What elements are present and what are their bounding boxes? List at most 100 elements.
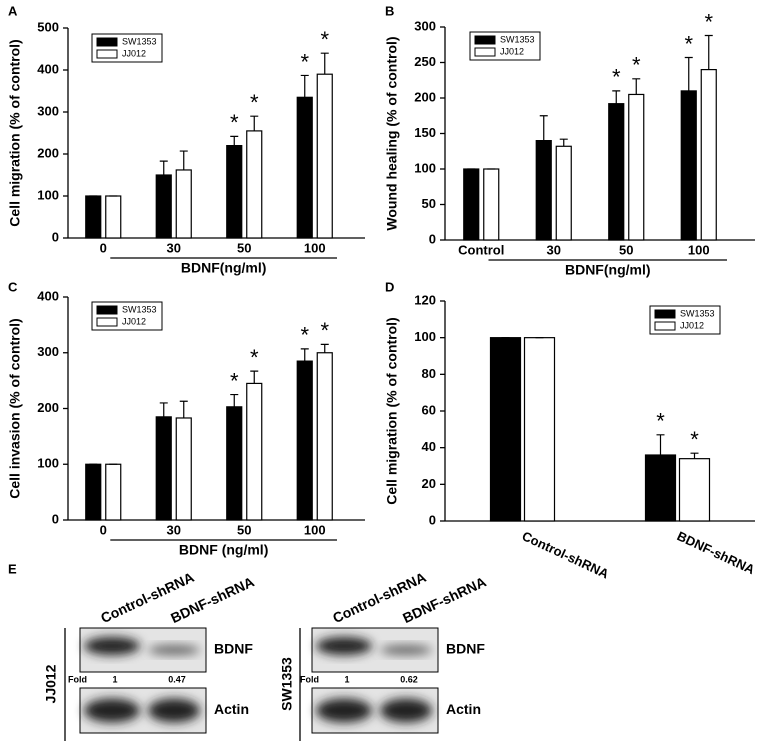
bar bbox=[85, 195, 102, 239]
y-tick-label: 100 bbox=[414, 329, 436, 344]
bar bbox=[535, 140, 552, 241]
y-tick-label: 200 bbox=[414, 89, 436, 104]
bar bbox=[644, 454, 677, 522]
bar bbox=[628, 93, 645, 241]
fold-label: Fold bbox=[68, 674, 87, 684]
significance-marker: * bbox=[684, 31, 693, 56]
significance-marker: * bbox=[230, 110, 239, 135]
y-tick-label: 60 bbox=[422, 402, 436, 417]
panel-label: A bbox=[8, 3, 18, 18]
significance-marker: * bbox=[612, 65, 621, 90]
significance-marker: * bbox=[250, 90, 259, 115]
group-label: BDNF (ng/ml) bbox=[179, 542, 268, 558]
x-tick-label: 30 bbox=[167, 522, 181, 537]
cell-line-label: SW1353 bbox=[279, 657, 295, 711]
y-tick-label: 50 bbox=[422, 196, 436, 211]
y-tick-label: 20 bbox=[422, 476, 436, 491]
significance-marker: * bbox=[656, 409, 665, 434]
bar bbox=[608, 103, 625, 241]
error-bar bbox=[300, 348, 309, 362]
legend-label: JJ012 bbox=[122, 48, 146, 58]
legend-swatch bbox=[96, 49, 118, 59]
y-axis-label: Cell invasion (% of control) bbox=[7, 318, 23, 498]
error-bar bbox=[632, 78, 641, 95]
legend-swatch bbox=[96, 317, 118, 327]
y-tick-label: 250 bbox=[414, 54, 436, 69]
error-bar bbox=[684, 56, 693, 91]
fold-value: 1 bbox=[344, 674, 349, 684]
x-tick-label: 30 bbox=[167, 240, 181, 255]
bar bbox=[523, 337, 556, 522]
error-bar bbox=[690, 452, 699, 459]
x-tick-label: 100 bbox=[688, 242, 710, 257]
legend-label: JJ012 bbox=[500, 46, 524, 56]
bar bbox=[680, 90, 697, 241]
y-tick-label: 300 bbox=[414, 18, 436, 33]
y-tick-label: 100 bbox=[414, 160, 436, 175]
y-tick-label: 500 bbox=[37, 19, 59, 34]
error-bar bbox=[250, 370, 259, 384]
y-tick-label: 400 bbox=[37, 61, 59, 76]
cell-line-label: JJ012 bbox=[43, 664, 59, 703]
error-bar bbox=[656, 434, 665, 455]
band bbox=[316, 637, 372, 655]
y-tick-label: 100 bbox=[37, 456, 59, 471]
error-bar bbox=[320, 52, 329, 75]
y-tick-label: 400 bbox=[37, 288, 59, 303]
legend-swatch bbox=[474, 35, 496, 45]
bar bbox=[678, 458, 711, 522]
y-tick-label: 40 bbox=[422, 439, 436, 454]
group-label: BDNF(ng/ml) bbox=[181, 260, 267, 276]
bar bbox=[175, 169, 192, 239]
band bbox=[380, 698, 432, 723]
x-tick-label: 0 bbox=[100, 240, 107, 255]
band bbox=[380, 645, 432, 655]
bar bbox=[296, 96, 313, 239]
band bbox=[316, 698, 372, 723]
error-bar bbox=[250, 115, 259, 131]
bar bbox=[226, 145, 243, 239]
y-tick-label: 200 bbox=[37, 400, 59, 415]
x-tick-label: 50 bbox=[619, 242, 633, 257]
protein-label: BDNF bbox=[446, 641, 485, 657]
error-bar bbox=[539, 115, 548, 141]
band bbox=[148, 698, 200, 723]
legend-swatch bbox=[654, 321, 676, 331]
error-bar bbox=[612, 90, 621, 104]
bar bbox=[105, 463, 122, 521]
fold-value: 0.62 bbox=[400, 674, 418, 684]
legend-label: SW1353 bbox=[680, 308, 715, 318]
significance-marker: * bbox=[250, 345, 259, 370]
bar bbox=[246, 130, 263, 239]
legend-swatch bbox=[474, 47, 496, 57]
error-bar bbox=[230, 393, 239, 407]
significance-marker: * bbox=[704, 9, 713, 34]
y-tick-label: 0 bbox=[52, 229, 59, 244]
error-bar bbox=[559, 138, 568, 147]
y-tick-label: 80 bbox=[422, 366, 436, 381]
bar bbox=[296, 360, 313, 521]
bar bbox=[700, 68, 717, 241]
x-tick-label: Control-shRNA bbox=[520, 528, 612, 582]
panel-label: C bbox=[8, 279, 18, 294]
band bbox=[84, 637, 140, 655]
protein-label: Actin bbox=[446, 701, 481, 717]
legend-label: JJ012 bbox=[680, 320, 704, 330]
band bbox=[84, 698, 140, 723]
bar bbox=[105, 195, 122, 239]
bar bbox=[226, 406, 243, 521]
y-tick-label: 0 bbox=[52, 511, 59, 526]
significance-marker: * bbox=[320, 27, 329, 52]
bar bbox=[489, 337, 522, 522]
bar bbox=[175, 417, 192, 521]
y-axis-label: Wound healing (% of control) bbox=[384, 36, 400, 230]
significance-marker: * bbox=[690, 427, 699, 452]
x-tick-label: 50 bbox=[237, 240, 251, 255]
bar bbox=[155, 416, 172, 521]
x-tick-label: BDNF-shRNA bbox=[675, 528, 758, 577]
legend-label: JJ012 bbox=[122, 316, 146, 326]
bar bbox=[246, 382, 263, 521]
error-bar bbox=[179, 150, 188, 170]
panel-label: E bbox=[8, 561, 17, 576]
y-axis-label: Cell migration (% of control) bbox=[384, 317, 400, 504]
